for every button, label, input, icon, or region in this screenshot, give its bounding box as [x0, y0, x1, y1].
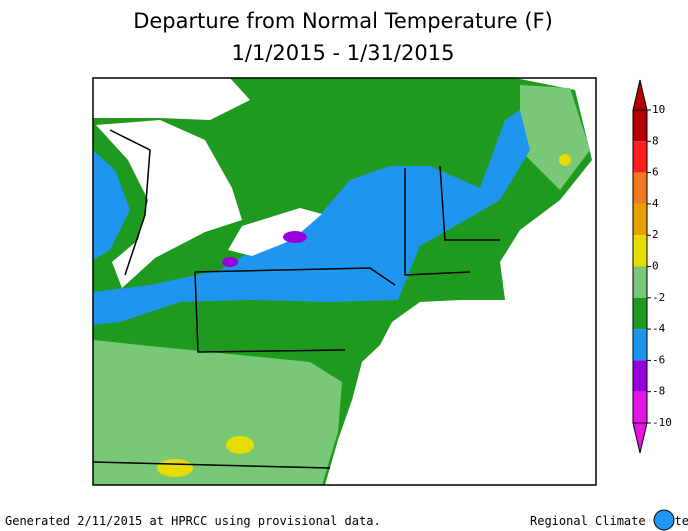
colorbar-tick-label: -2 — [652, 291, 665, 304]
colorbar-segment — [633, 391, 647, 423]
subtitle: 1/1/2015 - 1/31/2015 — [232, 41, 455, 65]
colorbar-tick-label: 4 — [652, 197, 659, 210]
colorbar-segment — [633, 141, 647, 173]
colorbar-segment — [633, 203, 647, 236]
colorbar-segment — [633, 266, 647, 298]
colorbar-segment — [633, 235, 647, 267]
footer-right: Regional Climate Centers — [530, 514, 688, 528]
colorbar-segment — [633, 110, 647, 142]
colorbar-tick-label: -4 — [652, 322, 666, 335]
colorbar-tick-label: -6 — [652, 353, 665, 366]
colorbar: 10 8 6 4 2 0 -2 -4 -6 -8 -10 — [632, 79, 672, 454]
title: Departure from Normal Temperature (F) — [133, 9, 553, 33]
colorbar-top-arrow — [632, 79, 648, 111]
colorbar-tick-label: 6 — [652, 166, 659, 179]
colorbar-bottom-arrow — [632, 422, 648, 454]
colorbar-tick-label: 10 — [652, 103, 665, 116]
map — [92, 77, 597, 486]
colorbar-segment — [633, 172, 647, 204]
colorbar-segment — [633, 360, 647, 392]
colorbar-tick-label: 2 — [652, 228, 659, 241]
colorbar-tick-label: 8 — [652, 134, 659, 147]
colorbar-tick-label: -10 — [652, 416, 672, 429]
logo — [653, 509, 675, 531]
colorbar-tick-label: -8 — [652, 385, 665, 398]
colorbar-tick-label: 0 — [652, 260, 659, 273]
footer-left: Generated 2/11/2015 at HPRCC using provi… — [5, 514, 381, 528]
colorbar-segment — [633, 297, 647, 330]
colorbar-segment — [633, 329, 647, 361]
